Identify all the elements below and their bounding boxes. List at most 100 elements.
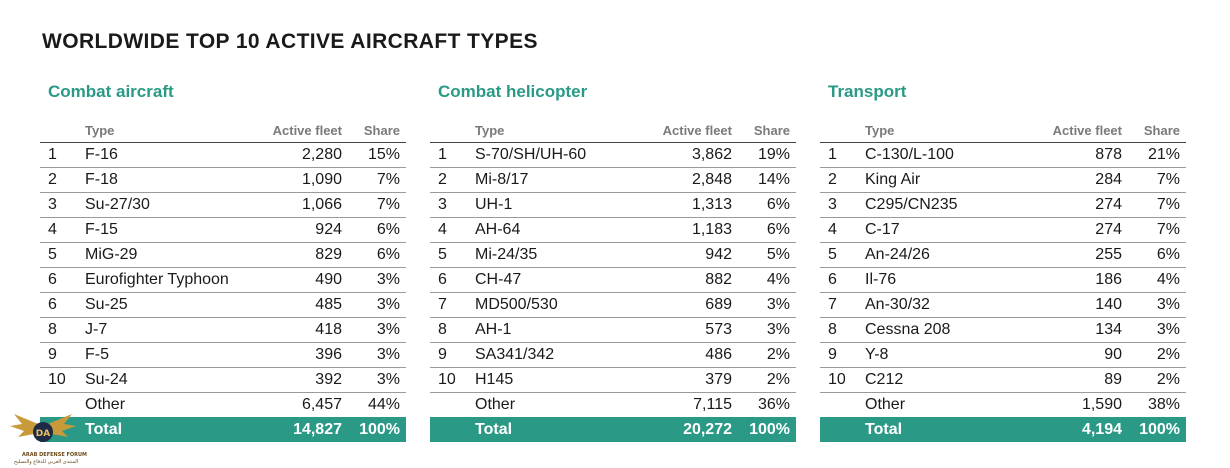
- row-active-fleet: 140: [1026, 292, 1122, 318]
- row-rank: 9: [40, 342, 85, 368]
- row-active-fleet: 255: [1026, 242, 1122, 268]
- total-label: Total: [475, 417, 636, 442]
- header-type: Type: [865, 120, 1026, 143]
- total-row: Total 20,272 100%: [430, 417, 796, 442]
- row-type: F-16: [85, 142, 246, 168]
- row-active-fleet: 379: [636, 367, 732, 393]
- row-active-fleet: 396: [246, 342, 342, 368]
- row-share: 6%: [732, 217, 796, 243]
- header-share: Share: [1122, 120, 1186, 143]
- row-type: Cessna 208: [865, 317, 1026, 343]
- row-type: S-70/SH/UH-60: [475, 142, 636, 168]
- row-active-fleet: 689: [636, 292, 732, 318]
- panel-combat-aircraft: Combat aircraft Type Active fleet Share 1 F-1…: [40, 80, 406, 442]
- total-label: Total: [865, 417, 1026, 442]
- table-row: 3 UH-1 1,313 6%: [430, 192, 796, 218]
- row-type: C212: [865, 367, 1026, 393]
- row-rank: 1: [430, 142, 475, 168]
- row-rank: 7: [820, 292, 865, 318]
- other-active-fleet: 6,457: [301, 396, 342, 413]
- panel-heading: Transport: [828, 82, 907, 101]
- table-row: 9 SA341/342 486 2%: [430, 342, 796, 368]
- row-active-fleet: 573: [636, 317, 732, 343]
- row-type: An-24/26: [865, 242, 1026, 268]
- table-row: 2 King Air 284 7%: [820, 167, 1186, 193]
- header-active-fleet: Active fleet: [1026, 120, 1122, 143]
- row-active-fleet: 2,848: [636, 167, 732, 193]
- row-share: 3%: [342, 292, 406, 318]
- row-active-fleet: 392: [246, 367, 342, 393]
- row-type: F-18: [85, 167, 246, 193]
- row-type: AH-1: [475, 317, 636, 343]
- row-share: 3%: [342, 342, 406, 368]
- row-type: King Air: [865, 167, 1026, 193]
- row-type: Eurofighter Typhoon: [85, 267, 246, 293]
- table-row: 6 CH-47 882 4%: [430, 267, 796, 293]
- header-type: Type: [475, 120, 636, 143]
- row-rank: 6: [430, 267, 475, 293]
- table-row: 6 Su-25 485 3%: [40, 292, 406, 318]
- row-rank: 3: [430, 192, 475, 218]
- table-row: 4 AH-64 1,183 6%: [430, 217, 796, 243]
- total-row: Total 4,194 100%: [820, 417, 1186, 442]
- table-row: 10 H145 379 2%: [430, 367, 796, 393]
- row-active-fleet: 1,183: [636, 217, 732, 243]
- other-row: Other 1,590 38%: [820, 393, 1186, 418]
- table-row: 1 F-16 2,280 15%: [40, 142, 406, 168]
- eagle-logo-icon: DA: [10, 414, 76, 442]
- row-rank: 10: [40, 367, 85, 393]
- table-row: 8 J-7 418 3%: [40, 317, 406, 343]
- row-share: 14%: [732, 167, 796, 193]
- table-row: 8 AH-1 573 3%: [430, 317, 796, 343]
- other-share: 38%: [1147, 396, 1180, 413]
- table-row: 5 Mi-24/35 942 5%: [430, 242, 796, 268]
- row-share: 21%: [1122, 142, 1186, 168]
- total-active-fleet: 4,194: [1026, 417, 1122, 442]
- row-active-fleet: 924: [246, 217, 342, 243]
- row-rank: 8: [430, 317, 475, 343]
- watermark-line1: ARAB DEFENSE FORUM: [22, 452, 88, 458]
- row-type: AH-64: [475, 217, 636, 243]
- row-rank: 6: [40, 267, 85, 293]
- header-rank: [430, 120, 475, 143]
- row-rank: 9: [820, 342, 865, 368]
- header-rank: [820, 120, 865, 143]
- row-type: J-7: [85, 317, 246, 343]
- table-row: 4 F-15 924 6%: [40, 217, 406, 243]
- row-active-fleet: 418: [246, 317, 342, 343]
- row-type: MD500/530: [475, 292, 636, 318]
- fleet-table: Type Active fleet Share 1 C-130/L-100 878 21% 2…: [820, 120, 1186, 442]
- row-type: CH-47: [475, 267, 636, 293]
- header-share: Share: [342, 120, 406, 143]
- row-active-fleet: 942: [636, 242, 732, 268]
- row-share: 3%: [1122, 317, 1186, 343]
- table-row: 9 Y-8 90 2%: [820, 342, 1186, 368]
- row-share: 4%: [1122, 267, 1186, 293]
- row-share: 3%: [1122, 292, 1186, 318]
- other-row: Other 6,457 44%: [40, 393, 406, 418]
- row-rank: 10: [430, 367, 475, 393]
- row-type: H145: [475, 367, 636, 393]
- row-rank: 9: [430, 342, 475, 368]
- row-active-fleet: 89: [1026, 367, 1122, 393]
- row-active-fleet: 284: [1026, 167, 1122, 193]
- total-active-fleet: 14,827: [246, 417, 342, 442]
- row-active-fleet: 1,066: [246, 192, 342, 218]
- panel-transport: Transport Type Active fleet Share 1 C-130/L-1…: [820, 80, 1186, 442]
- row-rank: 1: [40, 142, 85, 168]
- other-share: 36%: [757, 396, 790, 413]
- row-share: 6%: [1122, 242, 1186, 268]
- other-label: Other: [475, 396, 516, 413]
- row-active-fleet: 2,280: [246, 142, 342, 168]
- row-share: 7%: [1122, 192, 1186, 218]
- row-active-fleet: 1,313: [636, 192, 732, 218]
- row-share: 6%: [732, 192, 796, 218]
- row-active-fleet: 134: [1026, 317, 1122, 343]
- row-share: 7%: [342, 167, 406, 193]
- row-rank: 4: [430, 217, 475, 243]
- row-share: 6%: [342, 217, 406, 243]
- row-active-fleet: 186: [1026, 267, 1122, 293]
- row-share: 3%: [732, 317, 796, 343]
- header-rank: [40, 120, 85, 143]
- row-share: 2%: [732, 367, 796, 393]
